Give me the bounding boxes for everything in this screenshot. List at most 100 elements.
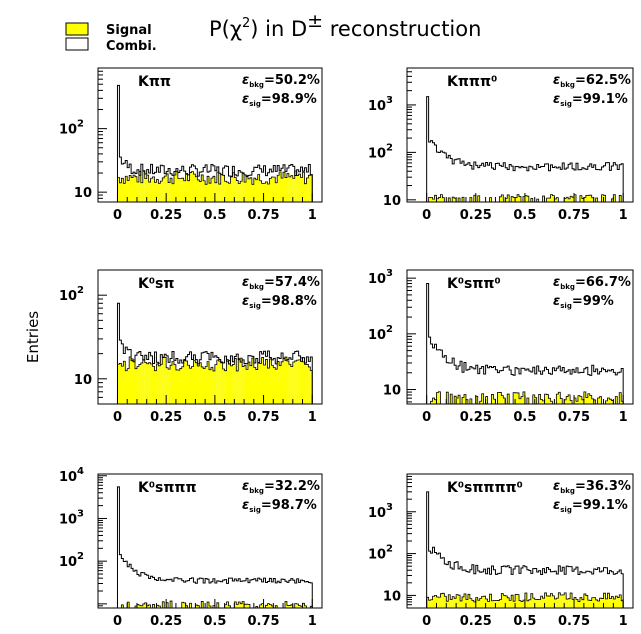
signal-bar — [195, 362, 198, 404]
eff-subscript: bkg — [249, 283, 264, 291]
signal-bar — [265, 605, 268, 608]
signal-bar — [611, 400, 614, 404]
signal-bar — [444, 596, 447, 608]
eff-sig-label: εsig=99.1% — [553, 92, 628, 108]
signal-bar — [236, 370, 239, 404]
signal-bar — [279, 171, 282, 202]
signal-bar — [138, 364, 141, 404]
x-tick-label: 0.5 — [203, 208, 226, 223]
signal-bar — [583, 391, 586, 404]
signal-bar — [448, 594, 451, 608]
signal-bar — [275, 605, 278, 608]
y-tick-label: 103 — [368, 95, 393, 114]
signal-bar — [173, 364, 176, 404]
signal-bar — [168, 182, 171, 202]
signal-bar — [142, 603, 145, 608]
signal-bar — [556, 197, 559, 202]
signal-bar — [589, 395, 592, 404]
signal-bar — [189, 172, 192, 202]
signal-bar — [294, 170, 297, 202]
signal-bar — [267, 603, 270, 608]
signal-bar — [511, 595, 514, 608]
eff-sig-value: =98.8% — [261, 294, 317, 309]
signal-bar — [597, 398, 600, 404]
y-tick-label: 10 — [383, 194, 401, 209]
signal-bar — [284, 357, 287, 404]
signal-bar — [619, 392, 622, 404]
signal-bar — [259, 604, 262, 608]
signal-bar — [195, 605, 198, 608]
y-tick-exponent: 4 — [77, 466, 84, 477]
signal-bar — [242, 366, 245, 404]
signal-bar — [218, 184, 221, 202]
signal-bar — [286, 361, 289, 404]
signal-bar — [265, 359, 268, 404]
signal-bar — [193, 174, 196, 202]
signal-bar — [568, 198, 571, 202]
signal-bar — [438, 197, 441, 202]
signal-bar — [133, 175, 136, 202]
signal-bar — [548, 198, 551, 202]
signal-bar — [275, 182, 278, 202]
legend-signal-label: Signal — [106, 23, 152, 38]
signal-bar — [570, 593, 573, 608]
signal-bar — [564, 592, 567, 608]
signal-histogram-outline — [426, 592, 624, 608]
signal-bar — [503, 595, 506, 608]
signal-bar — [597, 600, 600, 608]
signal-bar — [246, 175, 248, 202]
signal-bar — [463, 593, 466, 608]
signal-bar — [294, 603, 297, 608]
signal-histogram-outline — [117, 356, 313, 404]
signal-bar — [179, 178, 182, 202]
y-tick-label: 102 — [368, 544, 393, 563]
signal-bar — [589, 195, 592, 202]
signal-bar — [135, 176, 137, 202]
eff-subscript: sig — [560, 302, 572, 310]
signal-bar — [532, 394, 535, 404]
signal-bar — [308, 175, 311, 202]
signal-bar — [456, 398, 459, 404]
signal-bar — [140, 182, 143, 202]
combi-histogram — [426, 283, 624, 404]
signal-bar — [158, 605, 161, 608]
signal-bar — [230, 177, 233, 202]
signal-bar — [249, 177, 252, 202]
signal-bar — [173, 175, 176, 202]
signal-bar — [127, 602, 130, 608]
signal-bar — [615, 396, 618, 404]
y-tick-exponent: 2 — [386, 544, 393, 555]
signal-bar — [144, 602, 147, 608]
signal-bar — [585, 397, 588, 404]
signal-bar — [591, 398, 594, 404]
signal-bar — [524, 593, 527, 608]
signal-bar — [138, 171, 141, 202]
signal-bar — [509, 600, 512, 608]
y-tick-exponent: 3 — [386, 95, 393, 106]
signal-bar — [261, 183, 264, 202]
signal-bar — [189, 368, 192, 404]
x-tick-label: 0.25 — [150, 208, 182, 223]
signal-bar — [175, 171, 178, 202]
signal-bar — [228, 183, 231, 202]
signal-bar — [503, 398, 506, 404]
signal-bar — [310, 370, 313, 404]
y-tick-label: 10 — [383, 589, 401, 604]
signal-bar — [269, 178, 272, 202]
figure-title: P(χ2) in D± reconstruction — [209, 10, 481, 41]
signal-bar — [576, 401, 578, 404]
signal-bar — [477, 195, 480, 202]
signal-bar — [127, 368, 130, 404]
y-tick-label: 103 — [368, 502, 393, 521]
signal-bar — [469, 197, 472, 202]
eff-subscript: sig — [560, 100, 572, 108]
signal-bar — [462, 197, 464, 202]
signal-bar — [170, 365, 173, 404]
signal-bar — [119, 363, 122, 404]
signal-bar — [568, 394, 571, 404]
signal-bar — [197, 365, 200, 404]
signal-bar — [117, 364, 120, 404]
signal-bar — [519, 398, 521, 404]
signal-bar — [489, 197, 492, 202]
y-tick-exponent: 2 — [386, 142, 393, 153]
